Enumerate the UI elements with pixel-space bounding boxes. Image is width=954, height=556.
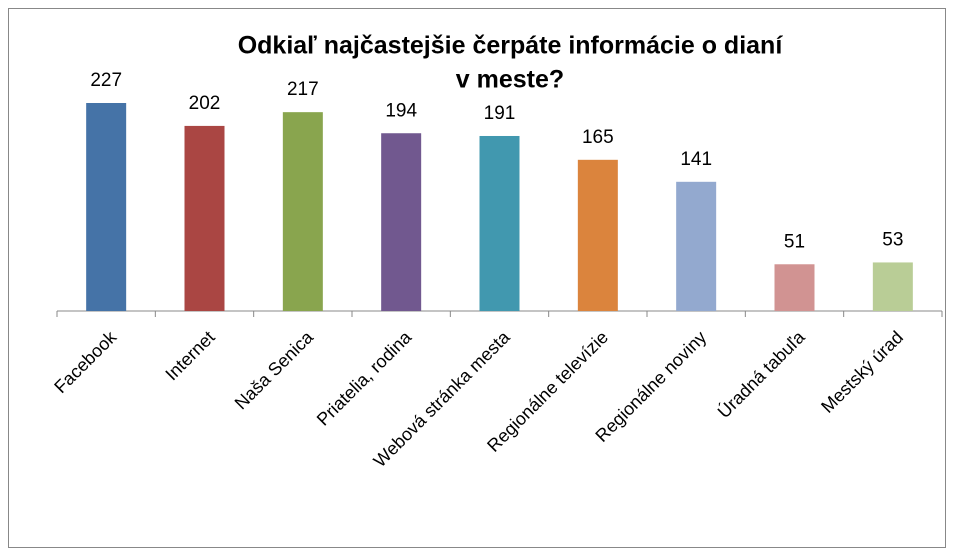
value-label: 202 bbox=[189, 93, 221, 114]
value-label: 194 bbox=[385, 100, 417, 121]
value-label: 53 bbox=[882, 229, 903, 250]
chart-title: v meste? bbox=[456, 66, 564, 94]
value-label: 141 bbox=[680, 149, 712, 170]
bar bbox=[774, 264, 815, 311]
value-label: 165 bbox=[582, 127, 614, 148]
bar bbox=[479, 135, 520, 311]
chart-title: Odkiaľ najčastejšie čerpáte informácie o… bbox=[238, 32, 784, 60]
value-label: 51 bbox=[784, 231, 805, 252]
bar bbox=[577, 159, 618, 311]
bar bbox=[872, 262, 913, 311]
value-label: 227 bbox=[90, 70, 122, 91]
value-label: 217 bbox=[287, 79, 319, 100]
bar bbox=[676, 181, 717, 311]
bar bbox=[381, 133, 422, 311]
value-label: 191 bbox=[484, 103, 516, 124]
bar bbox=[86, 103, 127, 311]
bar bbox=[184, 125, 225, 311]
bar bbox=[282, 112, 323, 311]
